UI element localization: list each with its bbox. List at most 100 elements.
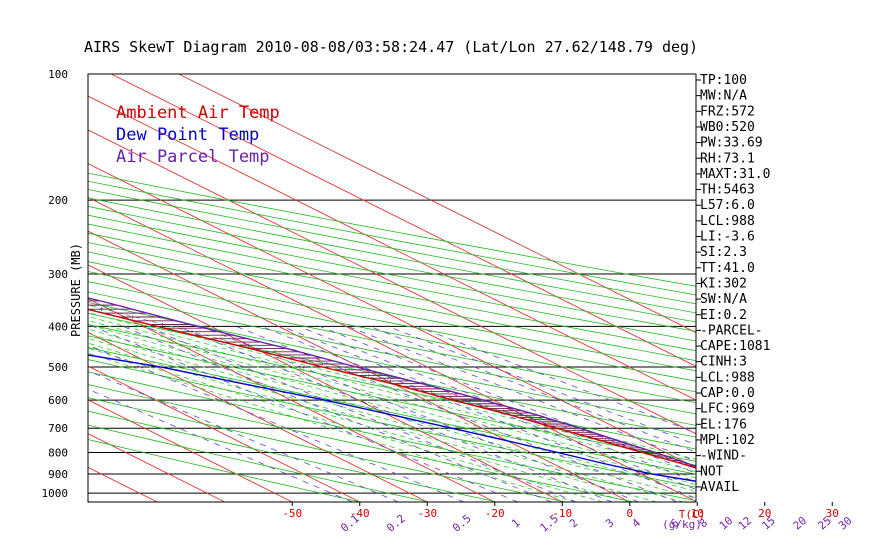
bottom-temp-tick-label: 20 bbox=[758, 507, 771, 520]
dry-adiabat bbox=[88, 410, 498, 502]
isotherm-line bbox=[88, 129, 696, 435]
bottom-temp-tick-label: -50 bbox=[282, 507, 302, 520]
index-label: PW:33.69 bbox=[700, 136, 763, 151]
bottom-temp-tick-label: 30 bbox=[826, 507, 839, 520]
index-label: SI:2.3 bbox=[700, 245, 747, 260]
mixing-ratio-line bbox=[281, 325, 696, 490]
moist-adiabat bbox=[88, 333, 684, 502]
y-axis-label: PRESSURE (MB) bbox=[69, 243, 83, 337]
index-label: CAPE:1081 bbox=[700, 339, 770, 354]
moist-adiabat bbox=[88, 347, 603, 502]
index-label: CAP:0.0 bbox=[700, 386, 755, 401]
index-label: LI:-3.6 bbox=[700, 230, 755, 245]
mixing-ratio-line bbox=[416, 325, 696, 434]
pressure-tick-label: 600 bbox=[48, 394, 68, 407]
pressure-tick-label: 500 bbox=[48, 361, 68, 374]
chart-title: AIRS SkewT Diagram 2010-08-08/03:58:24.4… bbox=[84, 38, 698, 56]
dry-adiabat bbox=[88, 197, 696, 314]
bottom-temp-tick-label: -40 bbox=[350, 507, 370, 520]
mixing-ratio-line bbox=[177, 325, 613, 502]
pressure-tick-label: 900 bbox=[48, 468, 68, 481]
dry-adiabat bbox=[88, 371, 696, 502]
index-label: EI:0.2 bbox=[700, 308, 747, 323]
parcel-temp-line bbox=[88, 297, 696, 467]
isotherm-line bbox=[111, 74, 696, 367]
index-label: EL:176 bbox=[700, 417, 747, 432]
mixing-ratio-label: 1 bbox=[509, 516, 522, 530]
index-label: -WIND- bbox=[700, 449, 747, 464]
pressure-tick-label: 200 bbox=[48, 194, 68, 207]
mixing-ratio-line bbox=[88, 388, 353, 502]
dry-adiabat bbox=[88, 335, 696, 462]
dry-adiabat bbox=[88, 214, 696, 332]
cape-hatch bbox=[88, 300, 696, 468]
isotherm-line bbox=[88, 230, 630, 502]
dry-adiabat bbox=[88, 397, 566, 502]
mixing-ratio-line bbox=[298, 325, 696, 483]
index-label: NOT bbox=[700, 464, 724, 479]
mixing-ratio-label: 2 bbox=[567, 516, 580, 530]
plot-frame bbox=[87, 73, 697, 503]
stability-indices: TP:100MW:N/AFRZ:572WB0:520PW:33.69RH:73.… bbox=[696, 73, 770, 495]
dry-adiabat bbox=[88, 291, 696, 415]
legend-dewpoint: Dew Point Temp bbox=[116, 125, 259, 145]
moist-adiabat bbox=[88, 352, 576, 502]
isotherm-line bbox=[88, 196, 696, 502]
mixing-ratio-label: 4 bbox=[630, 516, 644, 530]
isotherm-line bbox=[0, 74, 22, 502]
index-label: SW:N/A bbox=[700, 292, 747, 307]
pressure-tick-label: 400 bbox=[48, 320, 68, 333]
pressure-tick-label: 1000 bbox=[42, 487, 69, 500]
mixing-ratio-label: 12 bbox=[736, 514, 755, 532]
dry-adiabat bbox=[88, 242, 696, 362]
index-label: LCL:988 bbox=[700, 370, 755, 385]
mixing-ratio-label: 0.5 bbox=[450, 512, 474, 535]
mixing-ratio-label: 10 bbox=[717, 514, 736, 532]
mixing-ratio-label: 0.2 bbox=[384, 512, 408, 535]
isotherm-line bbox=[88, 163, 696, 469]
index-label: MAXT:31.0 bbox=[700, 167, 770, 182]
bottom-temp-tick-label: 0 bbox=[626, 507, 633, 520]
mixing-ratio-line bbox=[235, 325, 678, 502]
moist-adiabat bbox=[88, 342, 630, 502]
bottom-temp-tick-label: -20 bbox=[485, 507, 505, 520]
index-label: L57:6.0 bbox=[700, 198, 755, 213]
dry-adiabat bbox=[88, 189, 696, 305]
index-label: KI:302 bbox=[700, 276, 747, 291]
index-label: LCL:988 bbox=[700, 214, 755, 229]
mixing-ratio-line bbox=[92, 325, 519, 502]
dry-adiabat bbox=[88, 439, 361, 502]
legend-ambient-temp: Ambient Air Temp bbox=[116, 103, 280, 123]
isotherm-line bbox=[88, 331, 428, 502]
profiles bbox=[88, 297, 696, 482]
mixing-ratio-line bbox=[319, 325, 696, 474]
index-label: MW:N/A bbox=[700, 89, 747, 104]
index-label: FRZ:572 bbox=[700, 104, 755, 119]
dewpoint-line bbox=[88, 354, 696, 482]
isotherm-line bbox=[88, 298, 495, 502]
mixing-ratio-label: 20 bbox=[791, 514, 810, 532]
dry-adiabat bbox=[88, 172, 696, 287]
index-label: TH:5463 bbox=[700, 183, 755, 198]
pressure-tick-label: 100 bbox=[48, 68, 68, 81]
moist-adiabat bbox=[88, 324, 696, 492]
index-label: AVAIL bbox=[700, 480, 739, 495]
dry-adiabat bbox=[88, 347, 696, 475]
index-label: WB0:520 bbox=[700, 120, 755, 135]
isotherm-line bbox=[88, 399, 293, 502]
dry-adiabat bbox=[88, 206, 696, 323]
mixing-ratio-label: 3 bbox=[603, 516, 616, 530]
index-label: MPL:102 bbox=[700, 433, 755, 448]
dry-adiabat bbox=[88, 312, 696, 438]
dry-adiabat bbox=[88, 359, 696, 488]
mixing-ratio-line bbox=[200, 325, 639, 502]
pressure-tick-label: 800 bbox=[48, 447, 68, 460]
mixing-ratio-line bbox=[122, 325, 552, 502]
grid-lines bbox=[0, 74, 696, 502]
pressure-tick-label: 700 bbox=[48, 422, 68, 435]
mixing-ratio-line bbox=[144, 325, 577, 502]
index-label: CINH:3 bbox=[700, 355, 747, 370]
dry-adiabat bbox=[88, 232, 696, 352]
